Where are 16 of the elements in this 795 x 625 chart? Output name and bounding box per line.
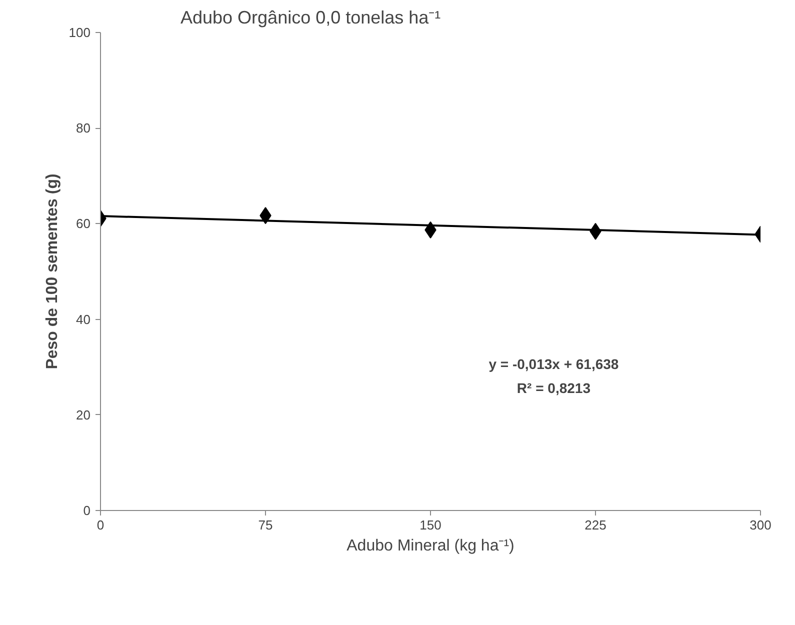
x-tick-label: 150 xyxy=(420,518,442,532)
y-tick-label: 0 xyxy=(83,503,91,518)
x-tick-label: 300 xyxy=(750,518,772,532)
annotation: y = -0,013x + 61,638 xyxy=(488,356,619,372)
y-tick-label: 100 xyxy=(68,25,91,40)
y-tick-label: 60 xyxy=(76,216,91,232)
x-axis-title: Adubo Mineral (kg ha⁻¹) xyxy=(346,538,514,554)
x-tick-label: 75 xyxy=(258,518,273,532)
y-tick-label: 80 xyxy=(76,120,91,136)
y-axis-title: Peso de 100 sementes (g) xyxy=(44,174,61,370)
y-tick-label: 40 xyxy=(76,312,91,327)
chart-title: Adubo Orgânico 0,0 tonelas ha⁻¹ xyxy=(180,8,441,28)
annotation: R² = 0,8213 xyxy=(516,380,591,396)
x-tick-label: 0 xyxy=(96,518,104,532)
y-tick-label: 20 xyxy=(76,407,91,422)
x-tick-label: 225 xyxy=(584,518,606,532)
